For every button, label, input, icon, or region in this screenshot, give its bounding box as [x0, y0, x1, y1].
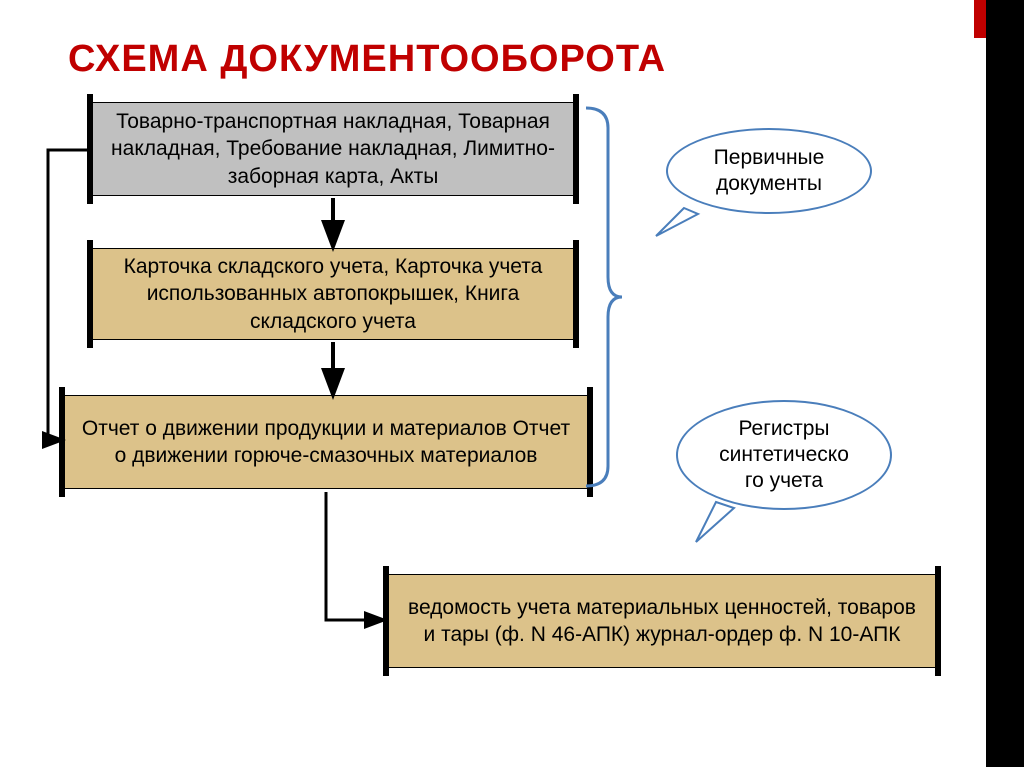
box-cap [935, 566, 941, 676]
side-accent-red [974, 0, 986, 38]
box-cap [587, 387, 593, 497]
flow-box-registers: ведомость учета материальных ценностей, … [386, 574, 938, 668]
box-cap [59, 387, 65, 497]
flow-box-warehouse-cards: Карточка складского учета, Карточка учет… [90, 248, 576, 340]
callout-synthetic-registers: Регистры синтетического учета [676, 400, 892, 510]
flow-box-source-docs: Товарно-транспортная накладная, Товарная… [90, 102, 576, 196]
callout-primary-documents: Первичные документы [666, 128, 872, 214]
box-cap [87, 240, 93, 348]
box-cap [383, 566, 389, 676]
flow-box-movement-reports: Отчет о движении продукции и материалов … [62, 395, 590, 489]
box-cap [573, 94, 579, 204]
box-cap [573, 240, 579, 348]
side-accent-black [986, 0, 1024, 767]
box-cap [87, 94, 93, 204]
page-title: СХЕМА ДОКУМЕНТООБОРОТА [68, 38, 666, 81]
